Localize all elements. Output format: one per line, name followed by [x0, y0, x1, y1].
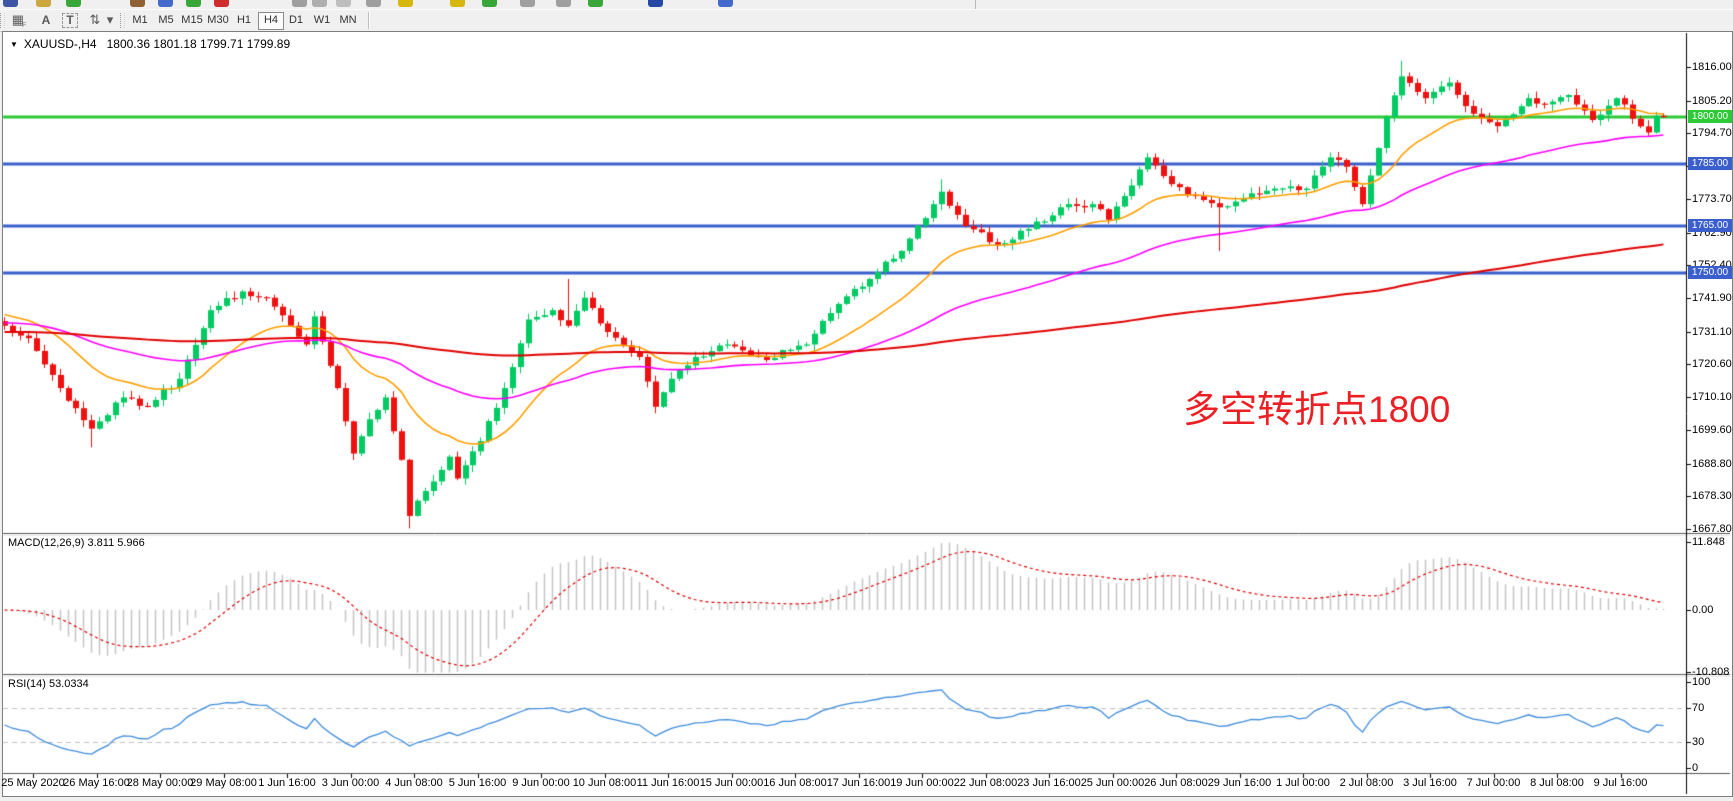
- time-tick-label: 26 Jun 08:00: [1144, 777, 1208, 789]
- rsi-tick-label: 70: [1692, 701, 1705, 714]
- price-level-badge: 1765.00: [1688, 219, 1732, 233]
- price-tick-label: 1710.10: [1692, 391, 1732, 404]
- time-tick-label: 29 May 08:00: [190, 777, 257, 789]
- price-tick-label: 1667.80: [1692, 522, 1732, 535]
- time-tick-label: 9 Jun 00:00: [512, 777, 570, 789]
- chart-dropdown-icon[interactable]: ▼: [10, 40, 18, 49]
- time-tick-label: 5 Jun 16:00: [448, 777, 507, 789]
- rsi-indicator-label: RSI(14) 53.0334: [8, 678, 89, 690]
- time-tick-label: 17 Jun 16:00: [826, 777, 891, 789]
- time-tick-label: 8 Jul 08:00: [1530, 777, 1584, 789]
- rsi-tick-label: 0: [1692, 762, 1699, 774]
- rsi-tick-label: 100: [1692, 676, 1711, 688]
- chart-text-annotation[interactable]: 多空转折点1800: [1183, 389, 1451, 430]
- price-level-badge: 1800.00: [1688, 110, 1732, 124]
- time-tick-label: 4 Jun 08:00: [385, 777, 443, 789]
- price-tick-label: 1731.10: [1692, 325, 1732, 338]
- time-tick-label: 28 May 00:00: [126, 777, 194, 789]
- time-tick-label: 9 Jul 16:00: [1593, 777, 1648, 789]
- time-tick-label: 25 May 2020: [1, 777, 65, 789]
- time-tick-label: 22 Jun 08:00: [953, 777, 1018, 789]
- price-tick-label: 1805.20: [1692, 94, 1732, 107]
- macd-tick-label: -10.808: [1692, 666, 1730, 679]
- macd-tick-label: 0.00: [1692, 604, 1714, 616]
- macd-indicator-label: MACD(12,26,9) 3.811 5.966: [8, 537, 145, 549]
- time-tick-label: 19 Jun 00:00: [890, 777, 954, 789]
- time-tick-label: 1 Jun 16:00: [258, 777, 316, 789]
- time-tick-label: 26 May 16:00: [63, 777, 130, 789]
- time-tick-label: 2 Jul 08:00: [1339, 777, 1394, 789]
- price-level-badge: 1785.00: [1688, 157, 1732, 171]
- time-tick-label: 16 Jun 08:00: [763, 777, 827, 789]
- time-tick-label: 25 Jun 00:00: [1080, 777, 1145, 789]
- price-tick-label: 1699.60: [1692, 423, 1732, 436]
- time-tick-label: 3 Jul 16:00: [1403, 777, 1457, 789]
- time-tick-label: 15 Jun 00:00: [699, 777, 764, 789]
- time-tick-label: 3 Jun 00:00: [321, 777, 380, 789]
- price-tick-label: 1688.80: [1692, 457, 1732, 470]
- time-tick-label: 10 Jun 08:00: [572, 777, 637, 789]
- price-tick-label: 1773.70: [1692, 192, 1732, 205]
- time-tick-label: 7 Jul 00:00: [1466, 777, 1521, 789]
- rsi-tick-label: 30: [1692, 736, 1705, 749]
- price-tick-label: 1816.00: [1692, 61, 1732, 73]
- time-tick-label: 1 Jul 00:00: [1276, 777, 1330, 789]
- time-tick-label: 23 Jun 16:00: [1017, 777, 1081, 789]
- time-tick-label: 29 Jun 16:00: [1207, 777, 1272, 789]
- price-tick-label: 1720.60: [1692, 358, 1732, 371]
- price-tick-label: 1741.90: [1692, 291, 1732, 304]
- chart-header: ▼ XAUUSD-,H4 1800.36 1801.18 1799.71 1799.…: [10, 37, 290, 51]
- time-tick-label: 11 Jun 16:00: [636, 777, 700, 789]
- chart-symbol-period: XAUUSD-,H4: [23, 37, 97, 51]
- price-tick-label: 1794.70: [1692, 127, 1732, 140]
- price-level-badge: 1750.00: [1688, 266, 1732, 280]
- price-tick-label: 1678.30: [1692, 490, 1732, 503]
- chart-ohlc-values: 1800.36 1801.18 1799.71 1799.89: [106, 37, 291, 51]
- macd-tick-label: 11.848: [1692, 536, 1725, 548]
